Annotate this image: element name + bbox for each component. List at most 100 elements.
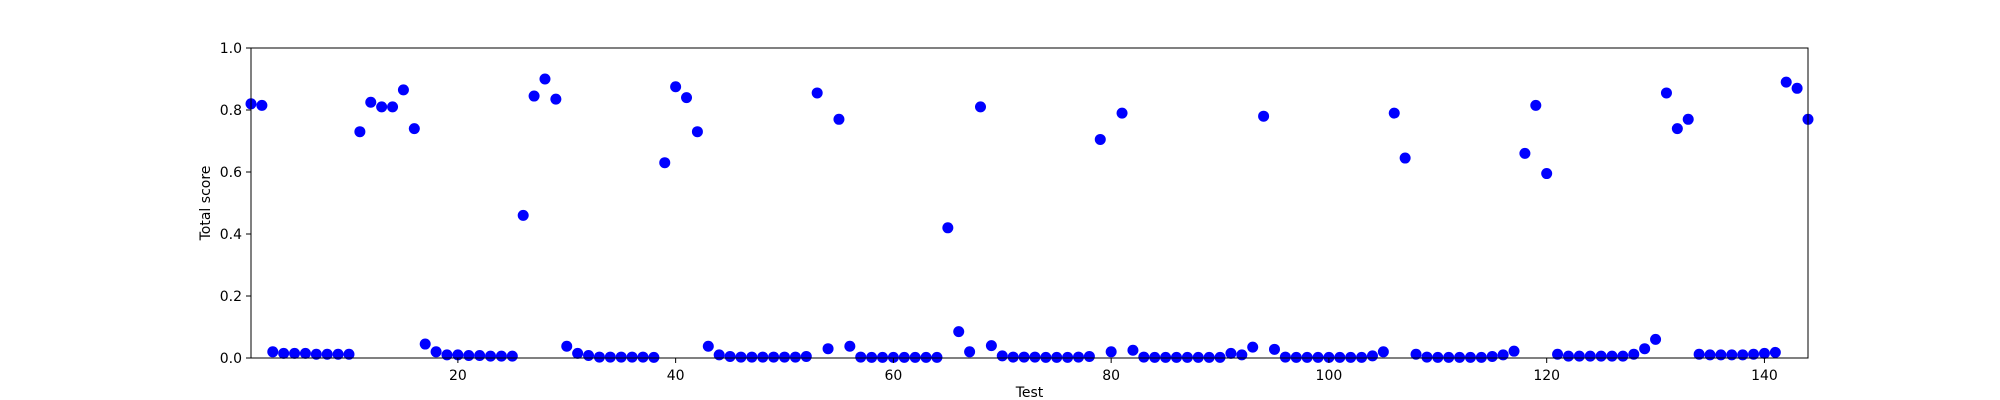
data-point	[1192, 351, 1204, 363]
data-point	[1693, 348, 1705, 360]
data-point	[1225, 347, 1237, 359]
data-point	[1083, 350, 1095, 362]
x-tick-label: 120	[1533, 368, 1560, 384]
data-point	[1094, 133, 1106, 145]
data-point	[1345, 351, 1357, 363]
data-point	[1323, 351, 1335, 363]
data-point	[1769, 346, 1781, 358]
data-point	[267, 346, 279, 358]
data-point	[953, 326, 965, 338]
data-point	[746, 351, 758, 363]
x-tick-label: 20	[449, 368, 467, 384]
data-point	[1214, 351, 1226, 363]
data-point	[659, 157, 671, 169]
data-point	[1258, 110, 1270, 122]
data-point	[1497, 349, 1509, 361]
data-point	[463, 350, 475, 362]
data-point	[1660, 87, 1672, 99]
data-point	[985, 340, 997, 352]
data-point	[637, 351, 649, 363]
data-point	[681, 92, 693, 104]
data-point	[702, 340, 714, 352]
data-point	[376, 101, 388, 113]
data-point	[321, 348, 333, 360]
data-point	[1704, 349, 1716, 361]
data-point	[1530, 99, 1542, 111]
data-point	[1780, 76, 1792, 88]
data-point	[1170, 351, 1182, 363]
data-point	[256, 99, 268, 111]
data-point	[1029, 351, 1041, 363]
data-point	[735, 351, 747, 363]
data-point	[1040, 351, 1052, 363]
data-point	[1737, 349, 1749, 361]
data-point	[1366, 350, 1378, 362]
data-point	[1715, 349, 1727, 361]
data-point	[343, 348, 355, 360]
data-point	[822, 343, 834, 355]
data-point	[572, 347, 584, 359]
data-point	[1236, 349, 1248, 361]
data-point	[1519, 147, 1531, 159]
data-point	[1312, 351, 1324, 363]
y-axis-title: Total score	[198, 166, 214, 242]
data-point	[1748, 348, 1760, 360]
data-point	[1562, 350, 1574, 362]
data-point	[517, 209, 529, 221]
data-point	[877, 351, 889, 363]
data-point	[1552, 348, 1564, 360]
data-point	[975, 101, 987, 113]
data-point	[1508, 345, 1520, 357]
data-point	[996, 350, 1008, 362]
data-point	[1486, 350, 1498, 362]
y-axis: 0.0 0.2 0.4 0.6 0.8 1.0	[220, 41, 251, 367]
data-point	[670, 81, 682, 93]
data-point	[1464, 351, 1476, 363]
data-point	[506, 350, 518, 362]
data-point	[561, 340, 573, 352]
data-point	[278, 347, 290, 359]
data-point	[299, 347, 311, 359]
data-point	[1595, 350, 1607, 362]
data-point	[615, 351, 627, 363]
data-point	[1072, 351, 1084, 363]
data-point	[1758, 347, 1770, 359]
data-point	[1726, 349, 1738, 361]
data-point	[1584, 350, 1596, 362]
data-point	[1682, 113, 1694, 125]
data-point	[1290, 351, 1302, 363]
data-point	[1628, 348, 1640, 360]
data-point	[310, 348, 322, 360]
data-point	[583, 350, 595, 362]
data-point	[1791, 82, 1803, 94]
data-point	[1138, 351, 1150, 363]
y-tick-label: 0.4	[220, 227, 242, 243]
data-point	[1541, 168, 1553, 180]
data-point	[1443, 351, 1455, 363]
data-point	[485, 350, 497, 362]
data-point	[332, 348, 344, 360]
data-point	[539, 73, 551, 85]
data-point	[1268, 343, 1280, 355]
data-point	[1334, 351, 1346, 363]
data-point	[1432, 351, 1444, 363]
data-point	[1105, 346, 1117, 358]
x-tick-label: 60	[884, 368, 902, 384]
y-tick-label: 1.0	[220, 41, 242, 57]
data-point	[1639, 343, 1651, 355]
data-point	[757, 351, 769, 363]
y-tick-label: 0.8	[220, 103, 242, 119]
data-point	[1410, 348, 1422, 360]
data-point	[942, 222, 954, 234]
data-point	[648, 351, 660, 363]
x-tick-label: 140	[1751, 368, 1778, 384]
data-point	[495, 350, 507, 362]
data-point	[789, 351, 801, 363]
data-point	[408, 123, 420, 135]
data-point	[1356, 351, 1368, 363]
data-point	[1127, 344, 1139, 356]
data-point	[441, 349, 453, 361]
data-point	[1116, 107, 1128, 119]
